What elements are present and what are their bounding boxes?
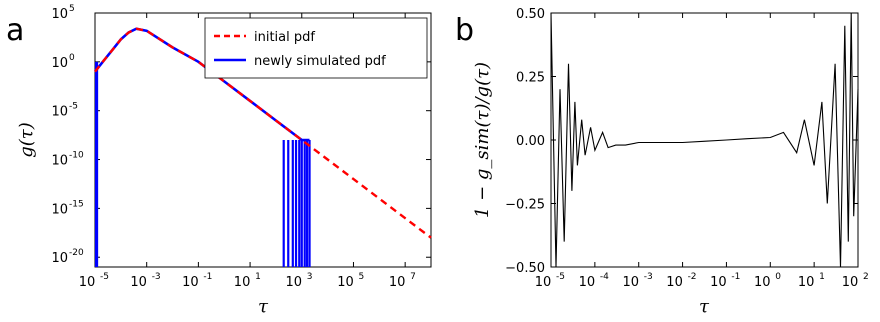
a-y-tick-label: 10 — [51, 105, 68, 120]
b-y-tick-label: −0.50 — [505, 261, 545, 276]
a-y-tick-label: 10 — [51, 202, 68, 217]
panel-b: 10 -5 10 -4 10 -3 10 -2 10 -1 10 0 10 1 10 2 0.500.250.… — [472, 7, 869, 317]
b-y-tick-label: −0.25 — [505, 198, 545, 213]
b-x-tick-exponent: 1 — [819, 272, 825, 282]
a-x-tick-label: 10 — [79, 275, 96, 290]
panel-a-y-label: g(τ) — [16, 122, 37, 158]
a-x-tick-label: 10 — [389, 275, 406, 290]
b-x-tick-exponent: 0 — [775, 272, 781, 282]
b-x-tick-label: 10 — [579, 275, 596, 290]
a-y-tick-exponent: -15 — [69, 199, 84, 209]
b-x-tick-label: 10 — [842, 275, 859, 290]
b-x-tick-exponent: -1 — [731, 272, 740, 282]
a-x-tick-label: 10 — [130, 275, 147, 290]
panel-b-frame — [550, 12, 859, 268]
legend-box — [204, 17, 428, 79]
panel-b-x-ticks: 10 -5 10 -4 10 -3 10 -2 10 -1 10 0 10 1 10 2 — [535, 13, 869, 290]
b-x-tick-label: 10 — [754, 275, 771, 290]
a-y-tick-label: 10 — [51, 7, 68, 22]
a-y-tick-label: 10 — [51, 154, 68, 169]
panel-b-series — [550, 12, 859, 268]
b-y-tick-label: 0.50 — [516, 7, 545, 22]
a-y-tick-label: 10 — [51, 251, 68, 266]
a-x-tick-exponent: 3 — [307, 272, 313, 282]
b-x-tick-exponent: -2 — [688, 272, 697, 282]
a-x-tick-exponent: -5 — [100, 272, 109, 282]
a-x-tick-label: 10 — [234, 275, 251, 290]
panel-b-y-label: 1 − g_sim(τ)/g(τ) — [472, 62, 493, 218]
b-x-tick-exponent: -3 — [644, 272, 653, 282]
panel-a-x-label: τ — [258, 296, 269, 317]
a-x-tick-exponent: -1 — [203, 272, 212, 282]
b-x-tick-label: 10 — [798, 275, 815, 290]
a-x-tick-exponent: 7 — [410, 272, 416, 282]
b-x-tick-exponent: -5 — [556, 272, 565, 282]
a-y-tick-exponent: -10 — [69, 151, 84, 161]
a-y-tick-label: 10 — [51, 56, 68, 71]
panel-b-y-ticks: 0.50 0.25 0.00 −0.25 −0.50 — [505, 7, 858, 276]
b-x-tick-label: 10 — [710, 275, 727, 290]
b-x-tick-exponent: -4 — [600, 272, 609, 282]
b-x-tick-label: 10 — [622, 275, 639, 290]
panel-b-x-label: τ — [699, 296, 710, 317]
b-y-tick-label: 0.25 — [516, 71, 545, 86]
panel-letter-b: b — [455, 13, 474, 48]
a-y-tick-exponent: -20 — [69, 248, 84, 258]
a-y-tick-exponent: -5 — [69, 102, 78, 112]
b-y-tick-label: 0.00 — [516, 134, 545, 149]
panel-a-x-ticks: 10 -5 10 -3 10 -1 10 1 10 3 10 5 10 7 — [79, 13, 416, 290]
a-x-tick-label: 10 — [285, 275, 302, 290]
a-x-tick-exponent: 5 — [358, 272, 364, 282]
b-x-tick-exponent: 2 — [863, 272, 869, 282]
a-x-tick-exponent: -3 — [152, 272, 161, 282]
a-x-tick-label: 10 — [182, 275, 199, 290]
panel-a-series — [93, 27, 432, 267]
b-x-tick-label: 10 — [666, 275, 683, 290]
legend-label-initial: initial pdf — [254, 30, 315, 45]
series-relative-error-line — [550, 12, 859, 268]
panel-a-legend: initial pdf newly simulated pdf — [204, 17, 428, 79]
b-x-tick-label: 10 — [535, 275, 552, 290]
panel-letter-a: a — [6, 13, 24, 48]
a-x-tick-label: 10 — [337, 275, 354, 290]
legend-label-simulated: newly simulated pdf — [254, 54, 386, 69]
a-x-tick-exponent: 1 — [255, 272, 261, 282]
a-y-tick-exponent: 5 — [69, 4, 75, 14]
a-y-tick-exponent: 0 — [69, 53, 75, 63]
